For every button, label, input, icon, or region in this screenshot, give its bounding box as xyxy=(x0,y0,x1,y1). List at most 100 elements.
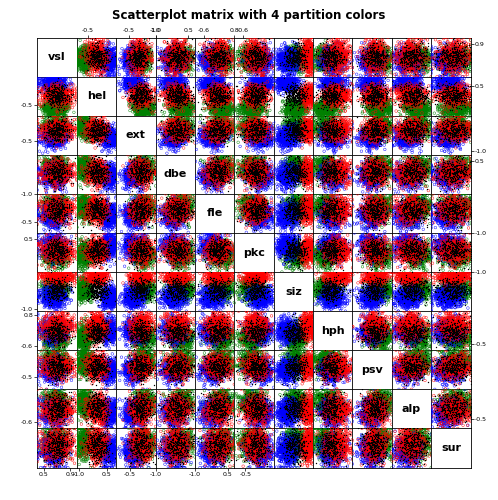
Point xyxy=(162,58,170,66)
Point xyxy=(253,415,261,423)
Point xyxy=(409,320,417,328)
Point xyxy=(450,318,458,326)
Point xyxy=(81,206,89,214)
Point xyxy=(274,216,282,224)
Point xyxy=(56,418,64,426)
Point xyxy=(319,210,327,218)
Point xyxy=(205,283,213,291)
Point xyxy=(219,282,227,290)
Point xyxy=(398,134,406,142)
Point xyxy=(106,449,114,457)
Point xyxy=(96,368,104,376)
Point xyxy=(249,370,257,378)
Point xyxy=(335,140,343,147)
Point xyxy=(214,453,222,461)
Point xyxy=(254,52,262,60)
Point xyxy=(406,173,414,181)
Point xyxy=(441,206,449,214)
Point xyxy=(421,112,429,120)
Point xyxy=(318,128,326,136)
Point xyxy=(296,156,304,164)
Point xyxy=(418,338,426,346)
Point xyxy=(322,52,330,60)
Point xyxy=(447,285,455,293)
Point xyxy=(181,245,189,253)
Point xyxy=(127,257,135,265)
Point xyxy=(447,200,455,208)
Point xyxy=(408,94,416,102)
Point xyxy=(222,124,230,132)
Point xyxy=(409,430,417,438)
Point xyxy=(179,274,187,281)
Point xyxy=(252,77,260,85)
Point xyxy=(171,96,179,104)
Point xyxy=(407,54,415,62)
Point xyxy=(291,124,299,132)
Point xyxy=(362,232,370,240)
Point xyxy=(133,258,141,266)
Point xyxy=(439,87,447,95)
Point xyxy=(459,393,467,401)
Point xyxy=(349,406,357,414)
Point xyxy=(135,166,143,174)
Point xyxy=(309,44,317,52)
Point xyxy=(54,168,62,176)
Point xyxy=(404,60,412,68)
Point xyxy=(142,388,150,396)
Point xyxy=(211,293,219,301)
Point xyxy=(162,448,170,456)
Point xyxy=(68,202,76,209)
Point xyxy=(98,202,106,210)
Point xyxy=(249,204,257,212)
Point xyxy=(106,137,114,145)
Point xyxy=(95,55,103,63)
Point xyxy=(60,250,68,258)
Point xyxy=(408,133,416,141)
Point xyxy=(291,336,299,344)
Point xyxy=(331,429,339,437)
Point xyxy=(256,134,264,142)
Point xyxy=(403,213,411,221)
Point xyxy=(51,324,59,332)
Point xyxy=(291,52,299,60)
Point xyxy=(42,318,50,326)
Point xyxy=(406,288,414,296)
Point xyxy=(74,283,82,291)
Point xyxy=(269,174,277,182)
Point xyxy=(253,91,261,99)
Point xyxy=(457,94,465,102)
Point xyxy=(253,328,261,336)
Point xyxy=(54,300,62,308)
Point xyxy=(45,431,53,439)
Point xyxy=(96,239,104,247)
Point xyxy=(285,78,293,86)
Point xyxy=(324,136,332,144)
Point xyxy=(98,126,106,134)
Point xyxy=(457,211,465,219)
Point xyxy=(286,362,294,370)
Point xyxy=(174,196,182,203)
Point xyxy=(130,50,138,58)
Point xyxy=(180,118,188,126)
Point xyxy=(259,320,267,328)
Point xyxy=(360,313,368,321)
Point xyxy=(398,292,406,300)
Point xyxy=(277,219,285,227)
Point xyxy=(264,56,272,64)
Point xyxy=(55,394,63,402)
Point xyxy=(284,318,292,326)
Point xyxy=(330,170,338,178)
Point xyxy=(56,282,64,290)
Point xyxy=(288,251,296,259)
Point xyxy=(53,365,61,373)
Point xyxy=(49,213,57,221)
Point xyxy=(182,66,190,74)
Point xyxy=(309,168,317,176)
Point xyxy=(371,136,379,144)
Point xyxy=(211,84,219,92)
Point xyxy=(148,245,156,253)
Point xyxy=(334,400,342,408)
Point xyxy=(255,130,263,138)
Point xyxy=(330,40,338,48)
Point xyxy=(142,364,150,372)
